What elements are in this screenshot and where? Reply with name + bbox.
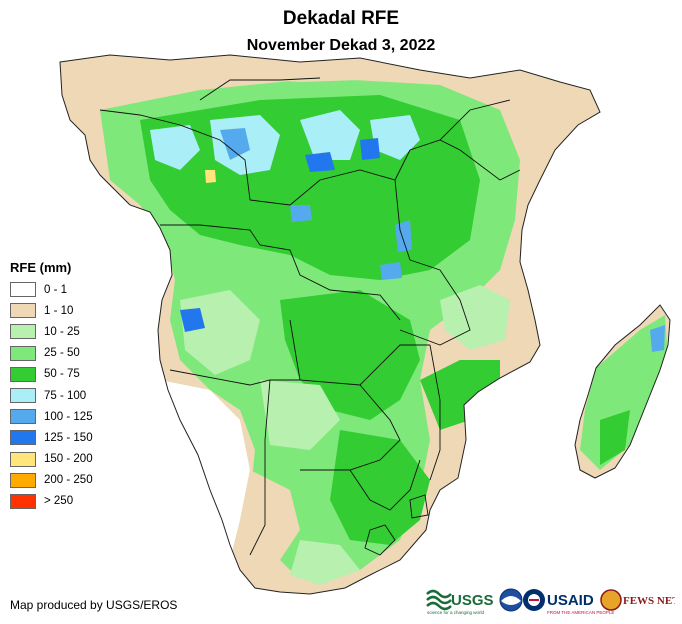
usgs-tagline: science for a changing world xyxy=(427,610,485,615)
fewsnet-logo: FEWS NET xyxy=(600,589,675,611)
usaid-logo: USAID FROM THE AMERICAN PEOPLE xyxy=(523,589,614,615)
legend-swatch xyxy=(10,366,36,382)
legend-swatch xyxy=(10,345,36,361)
legend-title: RFE (mm) xyxy=(10,260,72,275)
legend-item: 50 - 75 xyxy=(10,364,93,385)
legend-label: 200 - 250 xyxy=(44,474,93,487)
legend-item: 1 - 10 xyxy=(10,300,93,321)
agency-logos: USGS science for a changing world USAID … xyxy=(426,588,675,615)
legend-label: 100 - 125 xyxy=(44,410,93,423)
legend-label: 50 - 75 xyxy=(44,368,80,381)
legend-label: 25 - 50 xyxy=(44,347,80,360)
legend-label: 150 - 200 xyxy=(44,453,93,466)
legend-label: > 250 xyxy=(44,495,74,508)
credit-text: Map produced by USGS/EROS xyxy=(10,598,178,612)
legend-swatch xyxy=(10,472,36,488)
legend-item: > 250 xyxy=(10,491,93,512)
legend-item: 200 - 250 xyxy=(10,470,93,491)
logo-strip: USGS science for a changing world USAID … xyxy=(425,584,675,616)
legend-item: 75 - 100 xyxy=(10,385,93,406)
legend-item: 100 - 125 xyxy=(10,406,93,427)
noaa-logo xyxy=(499,588,523,612)
legend: RFE (mm) 0 - 1 1 - 10 10 - 25 25 - 50 50… xyxy=(10,260,93,512)
legend-swatch xyxy=(10,430,36,446)
legend-item: 125 - 150 xyxy=(10,427,93,448)
map-title: Dekadal RFE xyxy=(282,8,400,29)
legend-label: 75 - 100 xyxy=(44,389,87,402)
legend-swatch xyxy=(10,451,36,467)
fewsnet-text: FEWS NET xyxy=(623,595,675,607)
usaid-tagline: FROM THE AMERICAN PEOPLE xyxy=(547,610,614,615)
legend-item: 0 - 1 xyxy=(10,279,93,300)
legend-swatch xyxy=(10,282,36,298)
legend-swatch xyxy=(10,324,36,340)
legend-swatch xyxy=(10,493,36,509)
legend-item: 10 - 25 xyxy=(10,321,93,342)
usgs-logo: USGS science for a changing world xyxy=(426,589,494,615)
legend-label: 125 - 150 xyxy=(44,431,93,444)
legend-item: 150 - 200 xyxy=(10,449,93,470)
legend-swatch xyxy=(10,409,36,425)
map-subtitle: November Dekad 3, 2022 xyxy=(246,37,436,54)
legend-label: 1 - 10 xyxy=(44,304,74,317)
legend-label: 0 - 1 xyxy=(44,283,68,296)
legend-label: 10 - 25 xyxy=(44,325,80,338)
legend-swatch xyxy=(10,303,36,319)
usgs-text: USGS xyxy=(451,592,494,609)
legend-item: 25 - 50 xyxy=(10,343,93,364)
usaid-text: USAID xyxy=(547,592,594,609)
legend-swatch xyxy=(10,388,36,404)
